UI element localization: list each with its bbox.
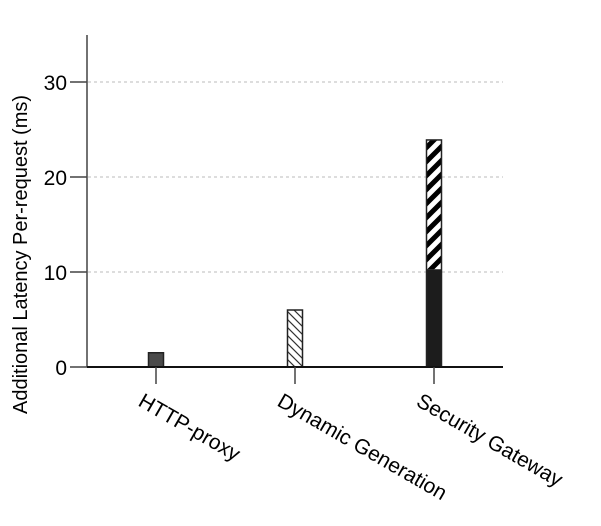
bar-segment [287,310,303,367]
y-tick-label: 10 [44,262,67,285]
bar-segment [426,269,442,367]
bar-security-gateway [425,139,443,368]
bar-segment [426,139,442,270]
y-tick-label: 30 [44,72,67,95]
y-axis-title: Additional Latency Per-request (ms) [10,95,32,414]
bar-http-proxy [147,352,165,368]
y-tick-label: 0 [55,357,67,380]
y-axis-ticks: 0 10 20 30 [44,72,87,380]
bars [147,139,443,368]
bar-segment [148,352,164,367]
x-tick-label: HTTP-proxy [135,389,245,466]
bar-dynamic-generation [286,309,304,368]
y-tick-label: 20 [44,167,67,190]
